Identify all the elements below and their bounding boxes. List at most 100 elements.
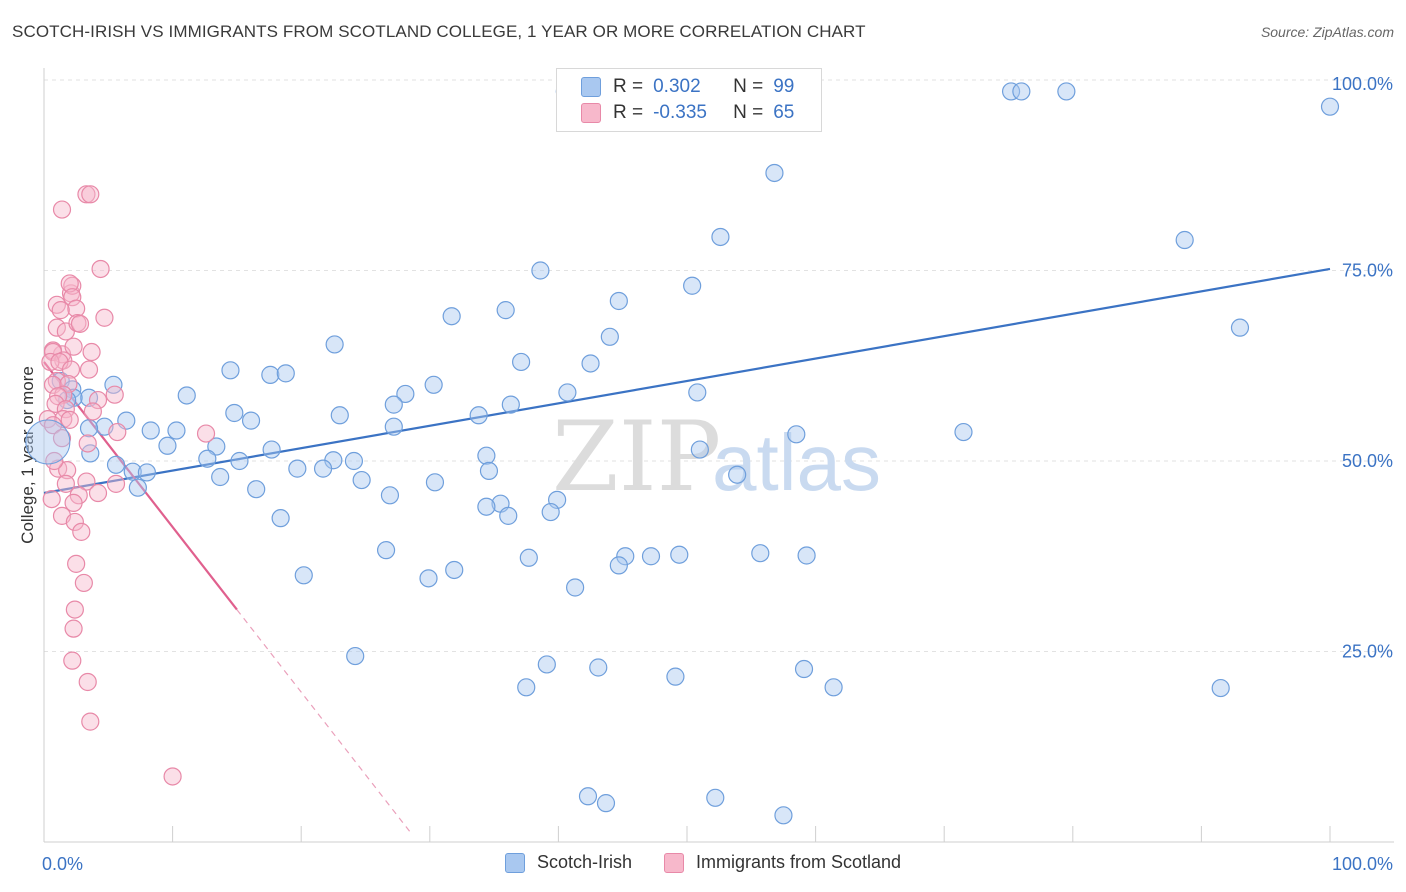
legend-item-immigrants-scotland[interactable]: Immigrants from Scotland [663, 852, 902, 873]
data-point [376, 541, 396, 560]
data-point [1012, 82, 1031, 101]
data-point [52, 200, 72, 219]
data-point [690, 440, 709, 459]
data-point [42, 490, 61, 509]
data-point [46, 394, 65, 413]
data-point [496, 301, 515, 320]
legend-n-value: 99 [773, 76, 795, 97]
legend-swatch-blue [581, 77, 601, 97]
data-point [670, 545, 689, 564]
trend-line-extension [236, 609, 411, 833]
data-point [163, 767, 182, 786]
data-point [519, 548, 538, 567]
data-point [581, 354, 600, 373]
data-point [78, 434, 97, 453]
data-point [79, 360, 99, 379]
data-point [313, 459, 333, 478]
legend-label: Scotch-Irish [536, 852, 632, 872]
data-point [83, 402, 102, 421]
data-point [67, 299, 86, 318]
watermark-atlas: atlas [712, 418, 881, 507]
series-scotch-irish [51, 82, 1340, 825]
data-point [589, 658, 608, 677]
data-point [688, 383, 707, 402]
y-tick-label: 75.0% [1342, 261, 1393, 281]
data-point [91, 259, 110, 279]
data-point [499, 506, 518, 525]
data-point [384, 395, 403, 414]
data-point [609, 556, 628, 575]
data-point [60, 410, 79, 429]
legend-r-label: R = [613, 76, 644, 97]
data-point [58, 461, 77, 480]
y-tick-label: 50.0% [1342, 451, 1393, 471]
watermark: ZIP atlas [552, 401, 881, 513]
data-point [1320, 97, 1340, 116]
data-point [262, 440, 281, 459]
data-point [1001, 82, 1021, 101]
data-point [61, 360, 81, 379]
data-point [1175, 230, 1194, 250]
data-point [70, 314, 90, 333]
data-point [288, 459, 307, 478]
x-tick-label: 100.0% [1332, 854, 1393, 874]
data-point [230, 451, 249, 471]
x-tick-label: 0.0% [42, 854, 83, 874]
trend-line-scotch-irish [43, 267, 1331, 495]
data-point [137, 463, 156, 482]
data-point [424, 375, 443, 394]
stats-legend: R = 0.302 N = 99 R = -0.335 N = 65 [556, 68, 822, 132]
data-point [196, 424, 216, 443]
legend-item-scotch-irish[interactable]: Scotch-Irish [504, 852, 632, 873]
y-tick-labels: 25.0% 50.0% 75.0% 100.0% [1332, 74, 1393, 662]
data-point [765, 163, 784, 183]
legend-row-immigrants-scotland: R = -0.335 N = 65 [581, 101, 794, 125]
data-point [106, 455, 126, 474]
data-point [88, 483, 108, 503]
legend-r-value: -0.335 [653, 102, 707, 123]
data-point [330, 406, 349, 425]
data-point [64, 493, 83, 513]
data-point [77, 185, 96, 204]
watermark-zip: ZIP [552, 401, 721, 513]
data-point [1230, 318, 1250, 337]
data-point [469, 406, 488, 425]
data-point [241, 411, 261, 430]
data-point [56, 474, 75, 493]
data-point [384, 417, 403, 436]
data-point [211, 467, 230, 487]
data-point [477, 497, 496, 516]
data-point [47, 318, 66, 337]
data-point [67, 554, 86, 573]
data-point [346, 646, 365, 666]
data-point [105, 385, 124, 404]
data-point [344, 451, 364, 471]
legend-row-scotch-irish: R = 0.302 N = 99 [581, 75, 794, 99]
data-point [641, 547, 661, 566]
data-points [25, 82, 1340, 825]
data-point [797, 546, 816, 565]
legend-n-label: N = [733, 76, 764, 97]
data-point [78, 672, 97, 692]
data-point [445, 560, 464, 580]
legend-r-label: R = [613, 102, 644, 123]
data-point [600, 327, 619, 346]
source-label: Source: ZipAtlas.com [1260, 24, 1394, 40]
data-point [65, 512, 84, 532]
legend-label: Immigrants from Scotland [695, 852, 902, 872]
data-point [1211, 678, 1230, 698]
data-point [566, 578, 585, 597]
data-point [352, 470, 371, 490]
data-point [558, 383, 577, 402]
data-point [106, 474, 126, 493]
data-point [596, 794, 616, 813]
data-point-large [25, 419, 71, 465]
data-point [479, 461, 499, 481]
data-point [276, 364, 295, 383]
data-point [706, 788, 725, 807]
data-point [578, 787, 598, 806]
data-point [787, 425, 806, 444]
data-point [531, 261, 550, 280]
data-point [396, 384, 415, 404]
